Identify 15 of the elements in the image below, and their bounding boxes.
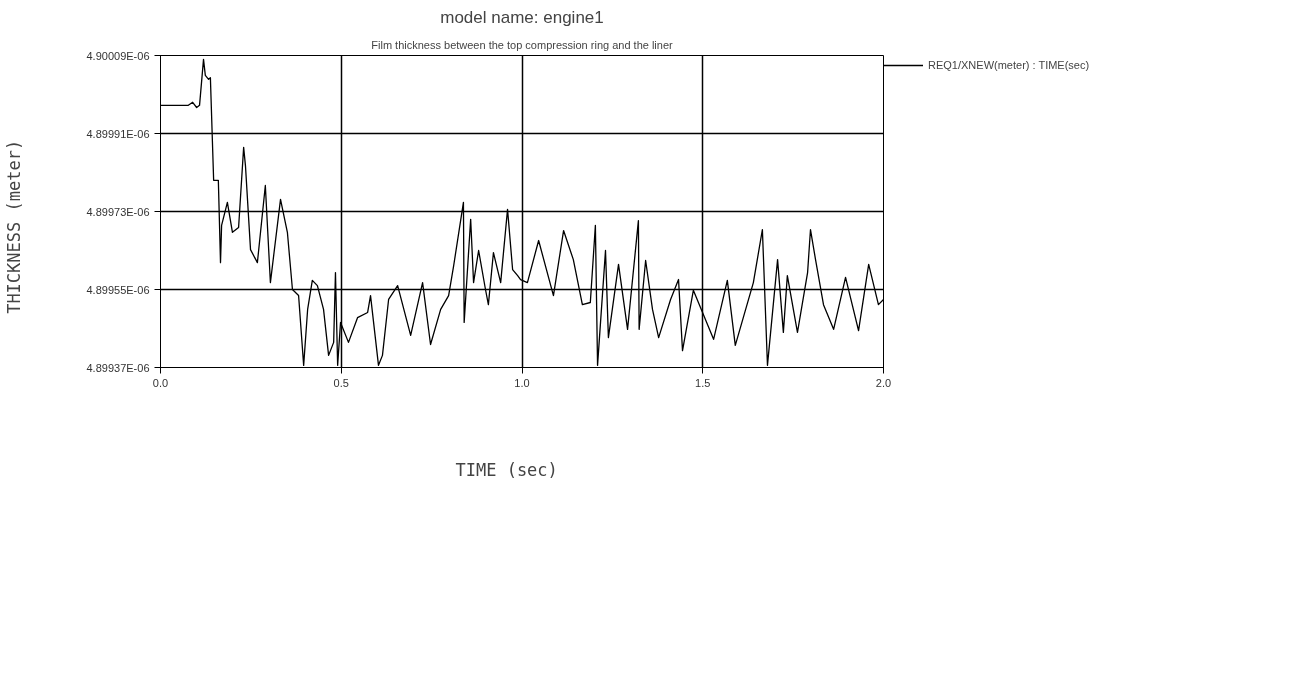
x-tick-label: 2.0 (875, 376, 892, 389)
y-tick-label: 4.90009E-06 (86, 49, 150, 62)
y-axis-title: THICKNESS (meter) (3, 139, 24, 314)
chart-subtitle: Film thickness between the top compression ring and the liner (371, 38, 674, 51)
y-tick-label: 4.89955E-06 (86, 283, 150, 296)
x-tick-label: 1.0 (514, 376, 530, 389)
x-tick-label: 1.5 (695, 376, 711, 389)
chart-title: model name: engine1 (440, 7, 604, 27)
x-tick-label: 0.5 (333, 376, 349, 389)
y-tick-label: 4.89937E-06 (86, 361, 150, 374)
y-tick-label: 4.89973E-06 (86, 205, 150, 218)
x-tick-label: 0.0 (152, 376, 169, 389)
x-axis-title: TIME (sec) (455, 459, 558, 480)
y-tick-label: 4.89991E-06 (86, 127, 150, 140)
legend-label: REQ1/XNEW(meter) : TIME(sec) (928, 59, 1090, 71)
